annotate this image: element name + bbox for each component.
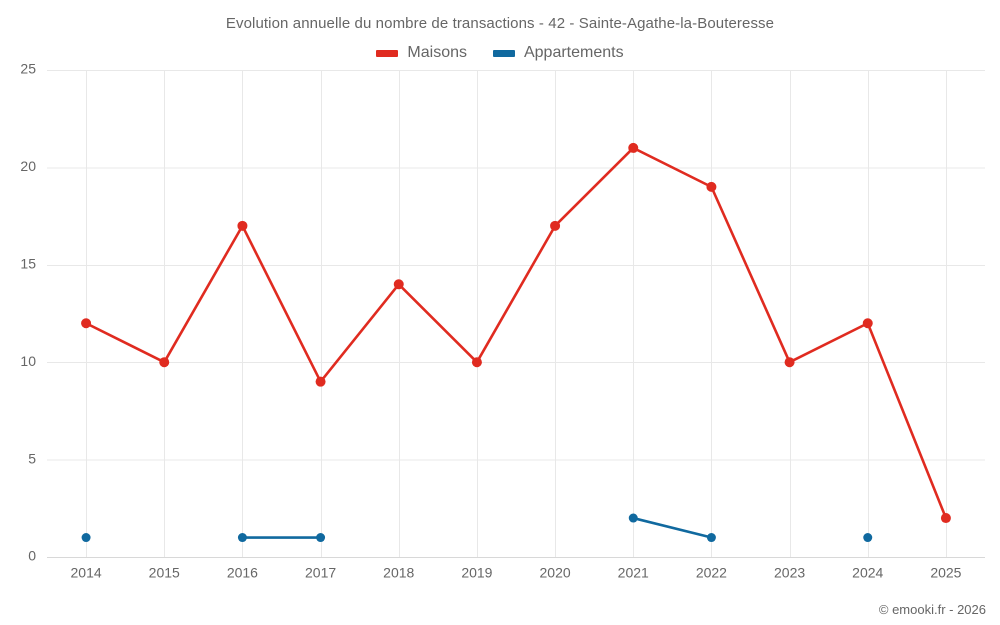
- data-point[interactable]: [81, 533, 91, 543]
- series-line: [631, 516, 713, 539]
- x-axis-tick-label: 2014: [71, 564, 102, 580]
- data-point[interactable]: [940, 513, 951, 524]
- data-point[interactable]: [628, 142, 639, 153]
- x-axis-tick-label: 2015: [149, 564, 180, 580]
- y-axis-tick-label: 0: [28, 548, 36, 564]
- data-point[interactable]: [315, 376, 326, 387]
- legend-swatch-blue-icon: [492, 49, 515, 57]
- y-axis-tick-label: 20: [20, 158, 36, 174]
- legend-item-appartements[interactable]: Appartements: [492, 44, 624, 62]
- data-point[interactable]: [706, 181, 717, 192]
- x-axis-tick-label: 2020: [540, 564, 571, 580]
- legend-label-maisons: Maisons: [407, 44, 467, 61]
- x-axis-tick-label: 2023: [774, 564, 805, 580]
- series-appartements: [81, 513, 873, 543]
- data-point[interactable]: [393, 279, 404, 290]
- x-axis-tick-label: 2022: [696, 564, 727, 580]
- data-point[interactable]: [550, 220, 561, 231]
- data-point[interactable]: [471, 357, 482, 368]
- legend-item-maisons[interactable]: Maisons: [376, 44, 467, 62]
- chart-title: Evolution annuelle du nombre de transact…: [225, 15, 775, 32]
- x-axis-tick-label: 2019: [461, 564, 492, 580]
- credit-text: © emooki.fr - 2026: [878, 602, 986, 617]
- x-axis-tick-label: 2016: [227, 564, 258, 580]
- y-axis-tick-label: 25: [20, 61, 36, 77]
- x-axis-tick-label: 2017: [305, 564, 336, 580]
- x-axis-tick-label: 2018: [383, 564, 414, 580]
- y-axis-tick-label: 5: [28, 450, 36, 466]
- data-point[interactable]: [81, 318, 92, 329]
- data-point[interactable]: [706, 533, 716, 543]
- series-maisons: [81, 142, 951, 524]
- series-line: [84, 146, 948, 520]
- legend-swatch-red-icon: [376, 49, 399, 57]
- y-axis-tick-label: 15: [20, 256, 36, 272]
- chart-legend: Maisons Appartements: [0, 44, 1000, 62]
- x-axis-tick-label: 2024: [852, 564, 883, 580]
- data-point[interactable]: [863, 533, 873, 543]
- legend-label-appartements: Appartements: [523, 44, 624, 61]
- data-point[interactable]: [784, 357, 795, 368]
- data-point[interactable]: [862, 318, 873, 329]
- data-point[interactable]: [237, 533, 247, 543]
- data-point[interactable]: [316, 533, 326, 543]
- data-point[interactable]: [628, 513, 638, 523]
- data-point[interactable]: [237, 220, 248, 231]
- x-axis-tick-label: 2025: [930, 564, 961, 580]
- x-axis-tick-label: 2021: [618, 564, 649, 580]
- y-axis-tick-label: 10: [20, 353, 36, 369]
- data-point[interactable]: [159, 357, 170, 368]
